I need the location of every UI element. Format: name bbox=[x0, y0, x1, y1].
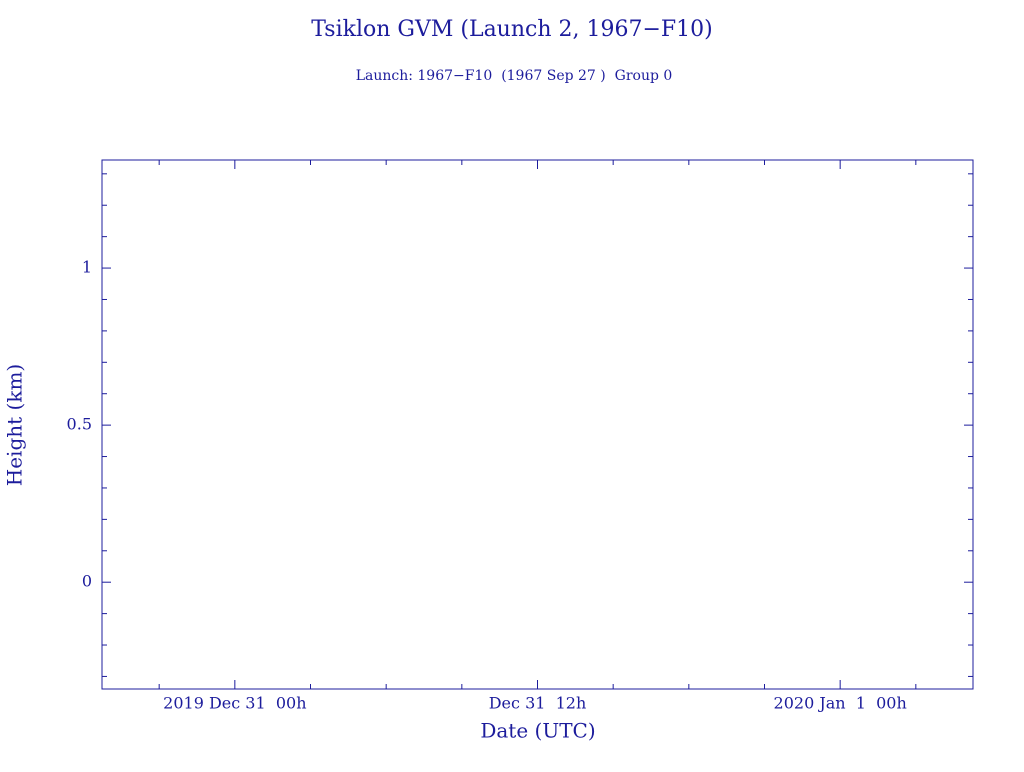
y-axis-label: Height (km) bbox=[3, 364, 27, 486]
x-tick-label: 2019 Dec 31 00h bbox=[163, 694, 306, 713]
x-tick-label: Dec 31 12h bbox=[489, 694, 587, 713]
y-tick-label: 0 bbox=[82, 572, 92, 591]
x-tick-label: 2020 Jan 1 00h bbox=[774, 694, 907, 713]
plot-frame bbox=[101, 159, 974, 690]
chart-subtitle: Launch: 1967−F10 (1967 Sep 27 ) Group 0 bbox=[356, 68, 673, 84]
chart-title: Tsiklon GVM (Launch 2, 1967−F10) bbox=[311, 17, 713, 42]
y-tick-label: 0.5 bbox=[67, 415, 92, 434]
x-axis-label: Date (UTC) bbox=[480, 719, 595, 743]
y-tick-label: 1 bbox=[82, 258, 92, 277]
